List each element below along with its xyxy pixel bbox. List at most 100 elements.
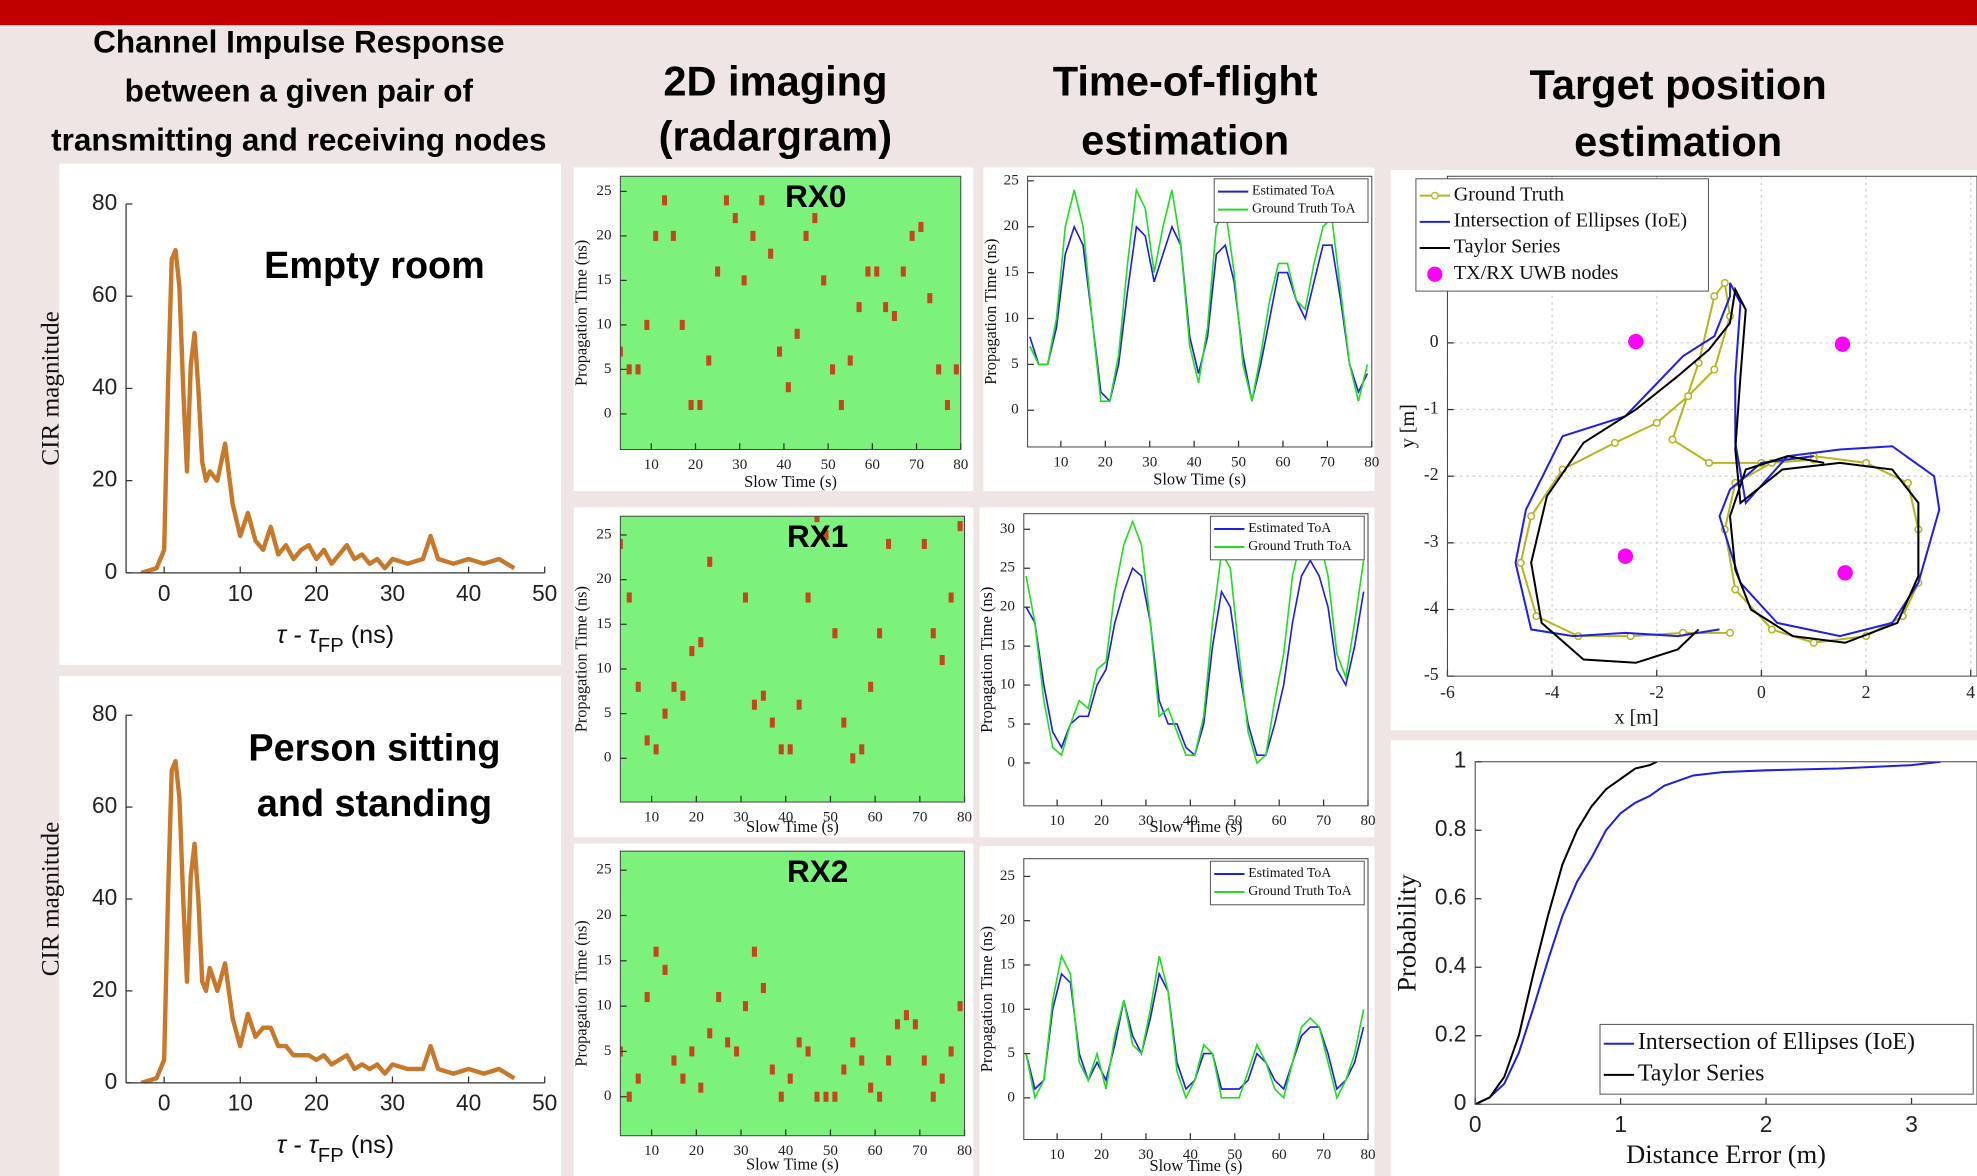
- y-tick-label: 30: [1000, 521, 1015, 537]
- reflection-trace: [821, 275, 826, 285]
- reflection-trace: [806, 592, 811, 602]
- reflection-trace: [883, 302, 888, 312]
- reflection-trace: [743, 1001, 748, 1011]
- x-tick-label: 30: [380, 580, 405, 606]
- reflection-trace: [945, 400, 950, 410]
- y-tick-label: 5: [604, 705, 612, 721]
- reflection-trace: [940, 655, 945, 665]
- x-tick-label: 60: [1272, 1147, 1287, 1163]
- x-tick-label: 40: [456, 580, 481, 606]
- point-marker: [1769, 626, 1776, 633]
- y-tick-label: 1: [1454, 747, 1467, 773]
- x-axis-label: Slow Time (s): [746, 1155, 839, 1174]
- y-tick-label: 10: [1004, 310, 1019, 326]
- point-marker: [1685, 393, 1692, 400]
- x-tick-label: 80: [1360, 813, 1375, 829]
- x-tick-label: 10: [1050, 813, 1065, 829]
- reflection-trace: [627, 364, 632, 374]
- x-axis-label: Slow Time (s): [744, 472, 837, 491]
- reflection-trace: [698, 1083, 703, 1093]
- x-tick-label: 10: [228, 580, 253, 606]
- y-tick-label: 0: [1007, 754, 1015, 770]
- y-tick-label: 25: [1000, 868, 1015, 884]
- reflection-trace: [636, 1074, 641, 1084]
- y-tick-label: 25: [1000, 560, 1015, 576]
- point-marker: [1612, 440, 1619, 447]
- y-tick-label: 0: [604, 405, 612, 421]
- y-tick-label: 0: [1454, 1089, 1467, 1115]
- y-axis-label: Propagation Time (ns): [571, 586, 590, 732]
- reflection-trace: [706, 355, 711, 365]
- reflection-trace: [627, 1092, 632, 1102]
- x-tick-label: 60: [868, 809, 883, 825]
- x-tick-label: 10: [228, 1090, 253, 1116]
- point-marker: [1722, 280, 1729, 287]
- reflection-trace: [910, 231, 915, 241]
- y-tick-label: 0: [1011, 402, 1019, 418]
- point-marker: [1810, 640, 1817, 647]
- reflection-trace: [850, 1037, 855, 1047]
- x-tick-label: -2: [1649, 682, 1664, 702]
- y-tick-label: 25: [1004, 172, 1019, 188]
- reflection-trace: [779, 744, 784, 754]
- y-tick-label: 40: [92, 373, 117, 399]
- reflection-trace: [759, 195, 764, 205]
- x-tick-label: 3: [1905, 1111, 1918, 1137]
- x-axis-label: Distance Error (m): [1626, 1139, 1826, 1169]
- legend-label: TX/RX UWB nodes: [1454, 262, 1619, 284]
- point-marker: [1711, 366, 1718, 373]
- reflection-trace: [663, 709, 668, 719]
- reflection-trace: [716, 992, 721, 1002]
- y-tick-label: 5: [604, 1043, 612, 1059]
- reflection-trace: [918, 222, 923, 232]
- x-tick-label: 40: [456, 1090, 481, 1116]
- x-tick-label: 10: [644, 809, 659, 825]
- x-tick-label: 20: [304, 1090, 329, 1116]
- radargram-title: RX2: [787, 853, 848, 889]
- node-marker: [1629, 335, 1643, 349]
- legend-label: Ground Truth: [1454, 183, 1564, 205]
- x-axis-label-part: (ns): [344, 621, 394, 649]
- reflection-trace: [653, 231, 658, 241]
- plot-area: [618, 851, 965, 1136]
- x-tick-label: 70: [909, 457, 924, 473]
- y-tick-label: 10: [596, 316, 611, 332]
- y-axis-label: Propagation Time (ns): [977, 587, 996, 733]
- reflection-trace: [752, 700, 757, 710]
- reflection-trace: [786, 382, 791, 392]
- reflection-trace: [680, 691, 685, 701]
- x-tick-label: 70: [1316, 1147, 1331, 1163]
- legend-label: Estimated ToA: [1248, 520, 1331, 535]
- point-marker: [1732, 586, 1739, 593]
- node-marker: [1618, 549, 1632, 563]
- point-marker: [1669, 436, 1676, 443]
- reflection-trace: [743, 592, 748, 602]
- point-marker: [1706, 460, 1713, 467]
- legend-label: Ground Truth ToA: [1252, 201, 1355, 216]
- x-tick-label: 0: [158, 580, 171, 606]
- reflection-trace: [812, 213, 817, 223]
- slide: Channel Impulse Responsebetween a given …: [0, 0, 1977, 1176]
- reflection-trace: [922, 539, 927, 549]
- point-marker: [1711, 293, 1718, 300]
- y-tick-label: 15: [596, 616, 611, 632]
- x-tick-label: 60: [1275, 454, 1290, 470]
- heatmap-background: [620, 516, 964, 802]
- reflection-trace: [689, 1046, 694, 1056]
- y-tick-label: -1: [1424, 398, 1439, 418]
- reflection-trace: [663, 965, 668, 975]
- x-axis-label-part: τ - τ: [277, 1130, 320, 1158]
- x-tick-label: 50: [532, 580, 557, 606]
- reflection-trace: [733, 213, 738, 223]
- reflection-trace: [913, 1019, 918, 1029]
- reflection-trace: [680, 1074, 685, 1084]
- reflection-trace: [644, 320, 649, 330]
- x-tick-label: 50: [532, 1090, 557, 1116]
- y-tick-label: 20: [92, 466, 117, 492]
- y-tick-label: 80: [92, 189, 117, 215]
- reflection-trace: [931, 628, 936, 638]
- y-tick-label: 5: [1007, 1045, 1015, 1061]
- x-tick-label: 20: [1094, 813, 1109, 829]
- x-axis-label-part: τ - τ: [277, 621, 320, 649]
- reflection-trace: [788, 1074, 793, 1084]
